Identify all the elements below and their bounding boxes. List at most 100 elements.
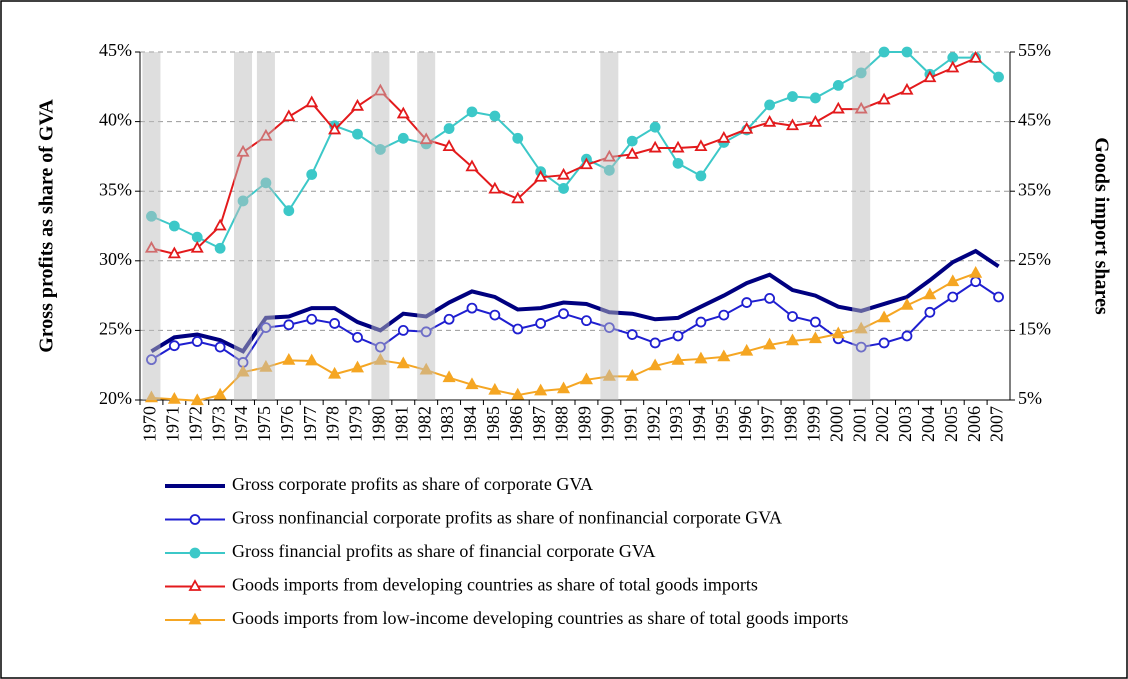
marker (740, 121, 754, 134)
marker (764, 99, 776, 111)
marker (191, 231, 203, 243)
x-tick-label: 1991 (620, 406, 640, 442)
marker (282, 352, 296, 365)
legend-label: Gross financial profits as share of fina… (232, 541, 656, 561)
marker (649, 121, 661, 133)
x-tick-label: 1982 (414, 406, 434, 442)
marker (283, 319, 295, 331)
x-tick-label: 1977 (300, 406, 320, 442)
marker (466, 106, 478, 118)
marker (877, 310, 891, 323)
marker (488, 181, 502, 194)
marker (168, 220, 180, 232)
marker (396, 356, 410, 369)
marker (901, 46, 913, 58)
marker (947, 291, 959, 303)
marker (213, 387, 227, 400)
y2-tick-label: 5% (1018, 388, 1042, 408)
x-tick-label: 1984 (460, 406, 480, 442)
marker (558, 308, 569, 320)
x-tick-label: 1972 (185, 406, 205, 442)
shaded-period (600, 52, 619, 400)
marker (626, 135, 638, 147)
marker (672, 157, 684, 169)
marker (188, 612, 202, 625)
marker (900, 297, 914, 310)
x-tick-label: 2004 (918, 406, 938, 442)
marker (581, 315, 592, 327)
marker (993, 71, 1004, 83)
y2-tick-label: 45% (1018, 110, 1051, 130)
marker (900, 82, 914, 95)
marker (923, 287, 937, 300)
marker (625, 368, 639, 381)
marker (969, 265, 983, 278)
x-tick-label: 1996 (735, 406, 755, 442)
marker (763, 337, 777, 350)
marker (832, 80, 844, 91)
marker (168, 340, 180, 352)
marker (648, 140, 662, 153)
x-tick-label: 1974 (231, 406, 251, 442)
marker (167, 246, 181, 259)
x-tick-label: 1993 (666, 406, 686, 442)
marker (283, 205, 295, 217)
marker (190, 240, 204, 253)
marker (787, 311, 798, 322)
x-tick-label: 1987 (529, 406, 549, 442)
marker (534, 383, 548, 396)
x-tick-label: 2005 (941, 406, 961, 442)
marker (946, 274, 960, 287)
marker (787, 91, 798, 102)
marker (671, 352, 685, 365)
marker (831, 326, 845, 339)
x-tick-label: 1976 (277, 406, 297, 442)
marker (764, 292, 776, 304)
x-tick-label: 1999 (804, 406, 824, 442)
marker (626, 329, 638, 340)
marker (512, 132, 524, 144)
x-tick-label: 1989 (575, 406, 595, 442)
marker (923, 70, 937, 83)
x-tick-label: 1988 (552, 406, 572, 442)
y-tick-label: 40% (99, 110, 132, 130)
marker (694, 139, 708, 152)
x-tick-label: 1997 (758, 406, 778, 442)
marker (831, 101, 845, 114)
marker (625, 146, 639, 159)
marker (718, 309, 730, 321)
y-axis-title: Gross profits as share of GVA (36, 99, 58, 353)
y2-tick-label: 55% (1018, 40, 1051, 60)
x-tick-label: 1990 (597, 406, 617, 442)
x-tick-label: 2007 (987, 406, 1007, 442)
x-tick-label: 2006 (964, 406, 984, 442)
x-tick-label: 1970 (140, 406, 160, 442)
marker (671, 140, 685, 153)
marker (970, 276, 982, 288)
marker (785, 118, 800, 131)
legend-label: Goods imports from developing countries … (232, 575, 758, 595)
x-tick-label: 2000 (826, 406, 846, 442)
marker (397, 132, 409, 144)
marker (305, 353, 319, 366)
y2-axis-title: Goods import shares (1090, 137, 1112, 315)
legend-label: Goods imports from low-income developing… (232, 608, 848, 628)
marker (511, 387, 525, 400)
marker (649, 337, 661, 349)
x-tick-label: 1986 (506, 406, 526, 442)
marker (397, 324, 409, 336)
shaded-period (417, 52, 436, 400)
marker (648, 358, 662, 371)
x-tick-label: 1994 (689, 406, 709, 442)
marker (489, 309, 501, 321)
x-tick-label: 2003 (895, 406, 915, 442)
marker (511, 191, 525, 204)
marker (534, 169, 548, 182)
x-tick-label: 1981 (391, 406, 411, 442)
shaded-period (142, 52, 161, 400)
marker (695, 316, 707, 328)
marker (740, 343, 754, 356)
marker (352, 331, 363, 343)
marker (808, 114, 822, 127)
